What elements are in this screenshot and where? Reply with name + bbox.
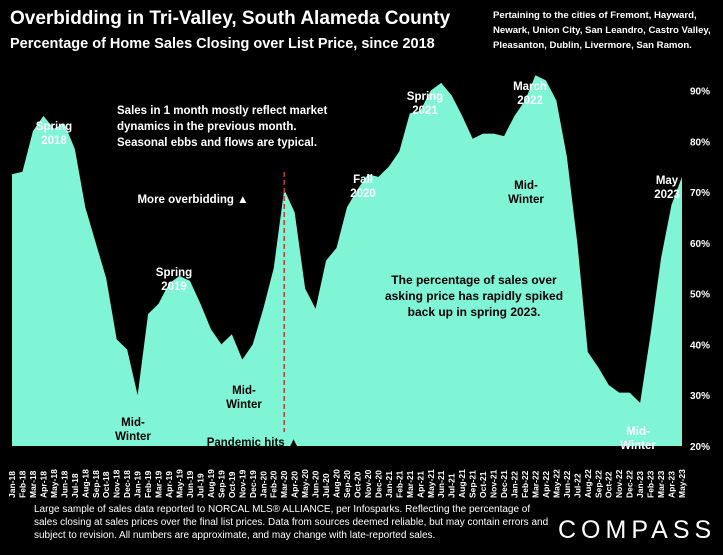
x-tick-label: Sep-20 (342, 470, 352, 498)
x-tick-label: May-22 (551, 469, 561, 498)
cities-note: Pertaining to the cities of Fremont, Hay… (493, 10, 711, 51)
y-tick-label: 40% (690, 340, 710, 351)
x-tick-label: Jan-20 (258, 471, 268, 498)
x-tick-label: Dec-18 (122, 470, 132, 498)
overbidding-area-series (12, 75, 682, 447)
x-tick-label: Oct-21 (478, 471, 488, 498)
x-tick-label: Apr-23 (667, 471, 677, 498)
x-tick-label: Jan-22 (510, 471, 520, 498)
x-tick-label: Nov-20 (363, 469, 373, 498)
annotation-fall-2020: Fall 2020 (350, 174, 376, 200)
y-tick-label: 50% (690, 290, 710, 301)
x-tick-label: Apr-19 (164, 471, 174, 498)
annotation-mid-winter-1: Mid-Winter (115, 417, 151, 443)
annotation-mid-winter-4: Mid-Winter (620, 426, 656, 452)
x-tick-label: Dec-19 (248, 470, 258, 498)
x-tick-label: May-18 (49, 469, 59, 498)
x-tick-label: Mar-19 (154, 470, 164, 498)
x-tick-label: Nov-21 (489, 469, 499, 498)
x-tick-label: Jul-21 (447, 473, 457, 498)
annotation-march-2022: March 2022 (513, 81, 547, 107)
annotation-spike-note: The percentage of sales over asking price… (385, 273, 563, 319)
x-tick-label: Dec-21 (499, 470, 509, 498)
annotation-sales-note: Sales in 1 month mostly reflect market dy… (117, 105, 327, 149)
x-tick-label: May-21 (426, 469, 436, 498)
x-tick-label: Jan-19 (133, 471, 143, 498)
x-tick-label: Jun-18 (59, 470, 69, 498)
y-tick-label: 60% (690, 239, 710, 250)
x-tick-label: Jun-21 (436, 470, 446, 498)
y-tick-label: 70% (690, 188, 710, 199)
x-tick-label: May-19 (175, 469, 185, 498)
x-tick-label: Aug-18 (80, 469, 90, 498)
x-tick-label: Jul-22 (572, 473, 582, 498)
annotation-mid-winter-2: Mid-Winter (226, 385, 262, 411)
x-tick-label: Oct-19 (227, 471, 237, 498)
x-tick-label: Oct-22 (604, 471, 614, 498)
x-tick-label: May-23 (677, 469, 687, 498)
x-tick-label: Jul-18 (70, 473, 80, 498)
y-tick-label: 90% (690, 86, 710, 97)
x-tick-label: Jun-19 (185, 470, 195, 498)
x-tick-label: Apr-21 (415, 471, 425, 498)
y-tick-label: 30% (690, 391, 710, 402)
x-tick-label: Feb-19 (143, 470, 153, 498)
annotation-may-2023: May 2023 (654, 175, 680, 201)
x-tick-label: Dec-22 (625, 470, 635, 498)
x-tick-label: Sep-21 (468, 470, 478, 498)
x-tick-label: Jun-22 (562, 470, 572, 498)
overbidding-area-chart: 20%30%40%50%60%70%80%90%Jan-18 Feb-18 Mar-… (7, 75, 711, 498)
x-tick-label: Apr-20 (290, 471, 300, 498)
x-tick-label: Jul-20 (321, 473, 331, 498)
x-tick-label: Mar-22 (530, 470, 540, 498)
x-tick-label: Jun-20 (311, 470, 321, 498)
y-tick-label: 20% (690, 442, 710, 453)
x-tick-label: Feb-18 (17, 470, 27, 498)
x-tick-label: Oct-20 (352, 471, 362, 498)
x-tick-label: Feb-23 (646, 470, 656, 498)
x-tick-label: Feb-22 (520, 470, 530, 498)
data-source-footnote: Large sample of sales data reported to N… (34, 504, 549, 541)
x-tick-label: Nov-18 (112, 469, 122, 498)
y-tick-label: 80% (690, 137, 710, 148)
x-tick-label: Mar-18 (28, 470, 38, 498)
chart-subtitle: Percentage of Home Sales Closing over Li… (10, 36, 435, 52)
chart-title: Overbidding in Tri-Valley, South Alameda… (10, 8, 451, 29)
x-tick-label: Oct-18 (101, 471, 111, 498)
x-tick-label: Feb-20 (269, 470, 279, 498)
x-tick-label: Sep-19 (216, 470, 226, 498)
x-tick-label: Apr-22 (541, 471, 551, 498)
x-tick-label: Apr-18 (38, 471, 48, 498)
x-tick-label: Aug-21 (457, 469, 467, 498)
x-tick-label: Sep-22 (593, 470, 603, 498)
x-tick-label: Mar-23 (656, 470, 666, 498)
annotation-pandemic-hits: Pandemic hits ▲ (207, 437, 300, 449)
x-tick-label: Aug-19 (206, 469, 216, 498)
annotation-spring-2019: Spring 2019 (156, 267, 192, 293)
x-tick-label: Aug-20 (332, 469, 342, 498)
x-tick-label: Nov-19 (237, 469, 247, 498)
annotation-mid-winter-3: Mid-Winter (508, 180, 544, 206)
x-tick-label: Jan-21 (384, 471, 394, 498)
x-tick-label: May-20 (300, 469, 310, 498)
x-tick-label: Dec-20 (373, 470, 383, 498)
x-tick-label: Nov-22 (614, 469, 624, 498)
annotation-spring-2018: Spring 2018 (36, 121, 72, 147)
x-tick-label: Sep-18 (91, 470, 101, 498)
annotation-more-overbidding: More overbidding ▲ (137, 194, 248, 206)
x-tick-label: Mar-20 (279, 470, 289, 498)
annotation-spring-2021: Spring 2021 (407, 91, 443, 117)
x-tick-label: Jan-18 (7, 471, 17, 498)
x-tick-label: Feb-21 (394, 470, 404, 498)
x-tick-label: Aug-22 (583, 469, 593, 498)
x-tick-label: Jul-19 (195, 473, 205, 498)
compass-logo: COMPASS (558, 516, 717, 544)
x-tick-label: Mar-21 (405, 470, 415, 498)
x-tick-label: Jan-23 (635, 471, 645, 498)
